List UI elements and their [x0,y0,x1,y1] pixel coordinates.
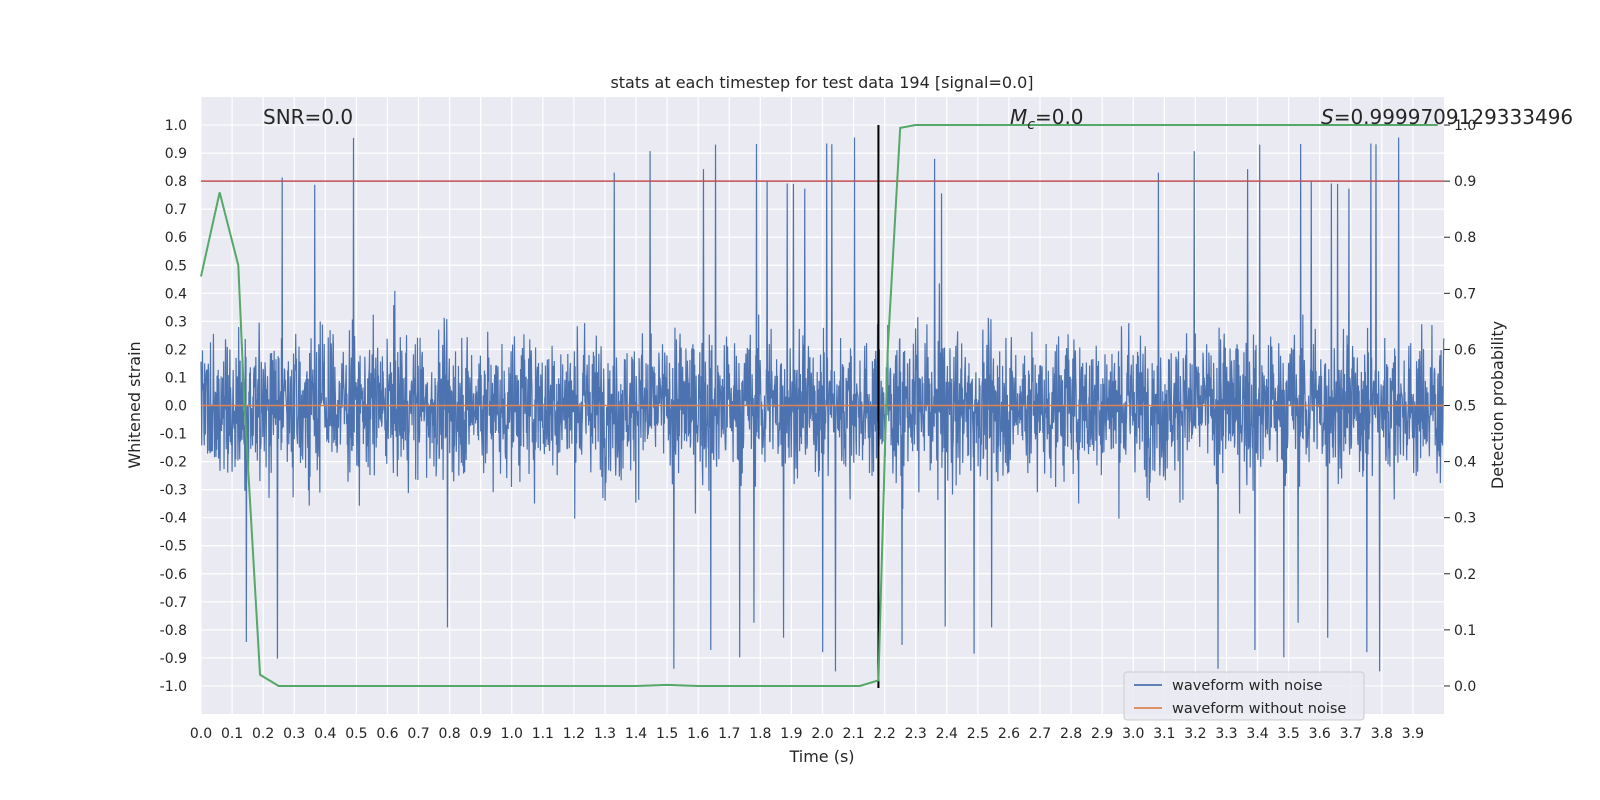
y-tick-label: 0.9 [165,146,187,162]
y-tick-label: -0.4 [160,511,187,527]
y-tick-label: 0.5 [165,258,187,274]
detection-probability-line [200,124,1438,687]
x-tick-label: 3.8 [1371,726,1393,742]
x-tick-label: 2.6 [998,726,1020,742]
y-tick-label: -0.7 [160,595,187,611]
y-tick-label: 1.0 [165,118,187,134]
y-tick-label: 0.1 [165,370,187,386]
y-axis-label: Whitened strain [125,341,144,468]
x-tick-label: 1.2 [563,726,585,742]
legend-box [1123,671,1365,721]
x-tick-label: 0.5 [345,726,367,742]
chirp-mass-value: =0.0 [1035,105,1084,129]
y2-tick-label: 0.3 [1454,511,1476,527]
x-tick-label: 0.2 [252,726,274,742]
y-tick-labels: 1.0 0.9 0.8 0.7 0.6 0.5 0.4 0.3 0.2 0.1 0.0 -0.1 -0.… [160,118,187,695]
x-tick-label: 3.5 [1277,726,1299,742]
y-tick-label: -0.9 [160,651,187,667]
y2-tick-label: 0.0 [1454,679,1476,695]
x-tick-label: 1.9 [780,726,802,742]
x-tick-label: 0.4 [314,726,336,742]
x-tick-label: 3.7 [1340,726,1362,742]
x-tick-label: 0.7 [407,726,429,742]
x-tick-label: 2.3 [905,726,927,742]
y-tick-label: 0.6 [165,230,187,246]
y-tick-label: -1.0 [160,679,187,695]
legend: waveform with noise waveform without noi… [1123,671,1365,721]
series-waveform-with-noise [200,137,1445,672]
x-tick-labels: 0.0 0.1 0.2 0.3 0.4 0.5 0.6 0.7 0.8 0.9 1.0 1.1 1.2 1… [190,726,1424,742]
x-tick-label: 3.0 [1122,726,1144,742]
y2-tick-label: 0.4 [1454,455,1476,471]
x-tick-label: 0.1 [221,726,243,742]
overlay-lines [200,124,1444,688]
waveform-with-noise-line [200,137,1445,672]
snr-score-annotation: S=0.9999709129333496 [1321,105,1573,129]
x-tick-label: 3.1 [1153,726,1175,742]
x-tick-label: 1.3 [594,726,616,742]
x-axis-label: Time (s) [788,747,854,766]
y-tick-label: -0.2 [160,455,187,471]
y2-tick-labels: 1.0 0.9 0.8 0.7 0.6 0.5 0.4 0.3 0.2 0.1 0.0 [1444,118,1476,695]
y-tick-label: 0.2 [165,342,187,358]
x-tick-label: 3.3 [1215,726,1237,742]
legend-label-noise: waveform with noise [1172,678,1323,694]
x-tick-label: 1.8 [749,726,771,742]
y-tick-label: -0.6 [160,567,187,583]
chirp-mass-symbol: M [1010,105,1027,129]
x-tick-label: 3.6 [1309,726,1331,742]
x-tick-label: 3.9 [1402,726,1424,742]
y2-tick-label: 0.7 [1454,286,1476,302]
x-tick-label: 2.2 [874,726,896,742]
x-tick-label: 2.8 [1060,726,1082,742]
y-tick-label: -0.8 [160,623,187,639]
y2-tick-label: 0.1 [1454,623,1476,639]
x-tick-label: 1.4 [625,726,647,742]
y-tick-label: -0.5 [160,539,187,555]
x-tick-label: 0.9 [470,726,492,742]
x-tick-label: 0.6 [376,726,398,742]
score-value: =0.9999709129333496 [1334,105,1573,129]
x-tick-label: 1.5 [656,726,678,742]
chart-title: stats at each timestep for test data 194… [610,73,1033,92]
x-tick-label: 0.3 [283,726,305,742]
y2-tick-label: 0.6 [1454,342,1476,358]
x-tick-label: 2.7 [1029,726,1051,742]
x-tick-label: 2.1 [842,726,864,742]
x-tick-label: 2.4 [936,726,958,742]
x-tick-label: 3.4 [1246,726,1268,742]
y2-tick-label: 1.0 [1454,118,1476,134]
score-symbol: S [1321,105,1334,129]
y-tick-label: -0.1 [160,427,187,443]
y-tick-label: 0.4 [165,286,187,302]
y2-tick-label: 0.2 [1454,567,1476,583]
y2-axis-label: Detection probability [1488,321,1507,489]
y-tick-label: 0.0 [165,399,187,415]
y2-tick-label: 0.9 [1454,174,1476,190]
x-tick-label: 2.9 [1091,726,1113,742]
x-tick-label: 0.0 [190,726,212,742]
y-tick-label: 0.8 [165,174,187,190]
x-tick-label: 1.6 [687,726,709,742]
y-tick-label: -0.3 [160,483,187,499]
legend-label-clean: waveform without noise [1172,701,1346,717]
x-tick-label: 1.7 [718,726,740,742]
x-tick-label: 1.1 [532,726,554,742]
x-tick-label: 2.5 [967,726,989,742]
x-tick-label: 1.0 [501,726,523,742]
snr-annotation: SNR=0.0 [263,105,353,129]
y-tick-label: 0.3 [165,314,187,330]
x-tick-label: 0.8 [438,726,460,742]
y2-tick-label: 0.8 [1454,230,1476,246]
y2-tick-label: 0.5 [1454,399,1476,415]
y-tick-label: 0.7 [165,202,187,218]
chirp-mass-subscript: c [1027,117,1035,133]
x-tick-label: 3.2 [1184,726,1206,742]
chirp-mass-annotation: Mc=0.0 [1010,105,1084,133]
x-tick-label: 2.0 [811,726,833,742]
